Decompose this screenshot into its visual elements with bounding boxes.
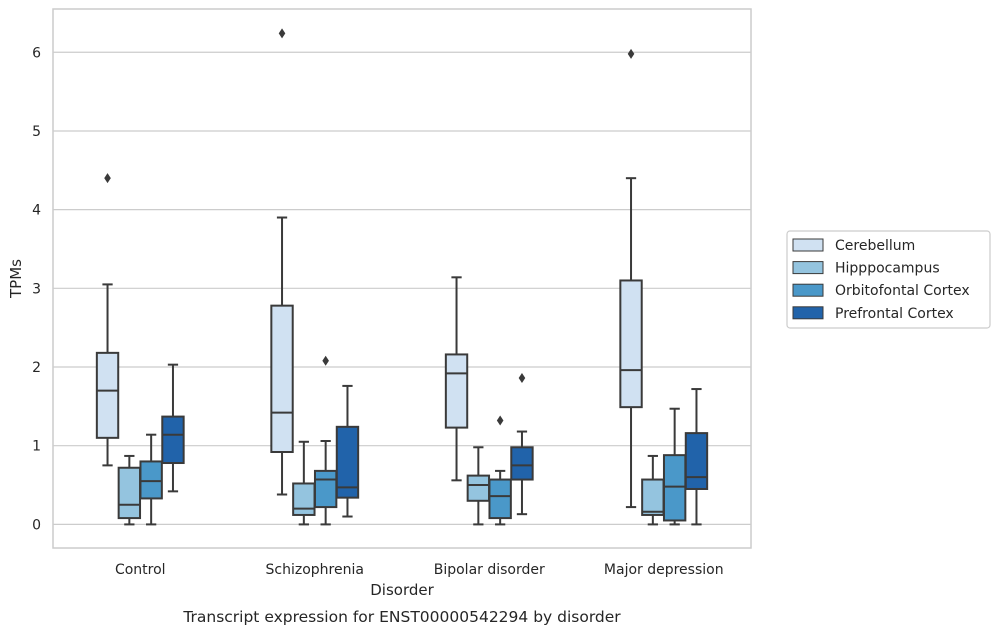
legend-label: Orbitofontal Cortex (835, 283, 970, 299)
x-axis-ticks: Control Schizophrenia Bipolar disorder Majo… (115, 562, 724, 578)
box (684, 388, 709, 526)
box (95, 173, 120, 467)
legend-swatch (792, 283, 824, 297)
box-iqr (662, 454, 687, 522)
box (662, 407, 687, 526)
box (139, 433, 163, 526)
legend-entry: Prefrontal Cortex (792, 306, 954, 322)
y-tick-label: 4 (32, 203, 41, 219)
box-iqr (292, 482, 316, 516)
box-iqr (95, 351, 120, 439)
y-tick-label: 0 (32, 517, 41, 533)
x-tick-label: Schizophrenia (266, 562, 364, 578)
box (641, 454, 665, 526)
y-tick-label: 2 (32, 360, 41, 376)
box-groups (95, 28, 709, 526)
x-tick-label: Bipolar disorder (434, 562, 545, 578)
box (488, 415, 512, 526)
box-iqr (619, 279, 643, 409)
box-iqr (641, 478, 665, 516)
legend-entry: Orbitofontal Cortex (792, 283, 970, 299)
box-iqr (510, 446, 534, 481)
box (161, 363, 185, 493)
x-tick-label: Major depression (604, 562, 724, 578)
box (444, 276, 469, 482)
outlier-point (322, 355, 329, 366)
plot-frame (52, 8, 752, 549)
y-tick-label: 6 (32, 45, 41, 61)
box-iqr (161, 415, 185, 465)
box-iqr (270, 304, 294, 454)
grid-lines (53, 51, 751, 525)
legend-label: Hipppocampus (835, 261, 940, 277)
legend-swatch (792, 306, 824, 320)
box (313, 355, 338, 526)
box-iqr (335, 425, 360, 499)
box-iqr (444, 353, 469, 429)
box (292, 440, 316, 526)
box-iqr (684, 432, 709, 490)
box (466, 446, 491, 526)
legend: Cerebellum Hipppocampus Orbitofontal Corte… (786, 230, 991, 329)
legend-entry: Cerebellum (792, 238, 915, 254)
outlier-point (518, 373, 526, 384)
outlier-point (496, 415, 504, 426)
box (335, 384, 360, 518)
box (619, 48, 643, 509)
chart-caption: Transcript expression for ENST0000054229… (182, 608, 621, 626)
x-axis-label: Disorder (370, 581, 434, 599)
box-iqr (313, 469, 338, 509)
legend-label: Cerebellum (835, 238, 915, 254)
box (270, 28, 294, 496)
y-tick-label: 5 (32, 124, 41, 140)
box (117, 454, 142, 526)
outlier-point (104, 173, 111, 184)
legend-swatch (792, 261, 824, 275)
x-tick-label: Control (115, 562, 166, 578)
outlier-point (278, 28, 286, 39)
y-tick-label: 3 (32, 281, 41, 297)
y-axis-ticks: 0 1 2 3 4 5 6 (32, 45, 41, 533)
box-iqr (139, 460, 163, 500)
outlier-point (627, 48, 635, 59)
legend-box (786, 230, 991, 329)
legend-swatch (792, 238, 824, 252)
y-tick-label: 1 (32, 439, 41, 455)
legend-label: Prefrontal Cortex (835, 306, 954, 322)
legend-entry: Hipppocampus (792, 261, 940, 277)
box-iqr (117, 466, 142, 520)
box-iqr (488, 478, 512, 520)
y-axis-label: TPMs (7, 259, 25, 299)
box-iqr (466, 474, 491, 502)
box (510, 373, 534, 516)
